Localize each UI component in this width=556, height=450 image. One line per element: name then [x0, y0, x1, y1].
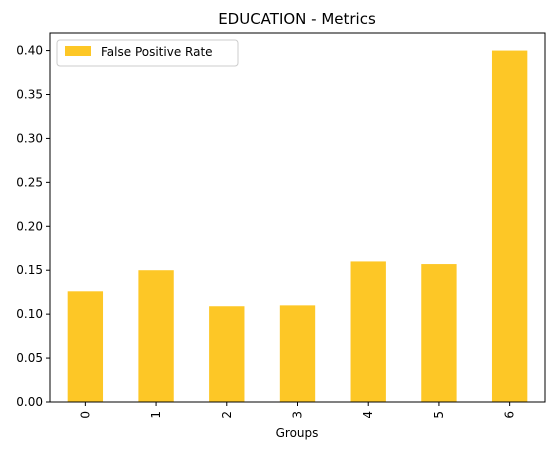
chart-title: EDUCATION - Metrics — [218, 10, 376, 28]
legend: False Positive Rate — [56, 39, 239, 67]
bar-2 — [209, 306, 245, 402]
y-tick-label-7: 0.35 — [16, 88, 43, 102]
x-tick-label-6: 6 — [503, 411, 517, 419]
x-tick-label-1: 1 — [149, 411, 163, 419]
bar-3 — [279, 305, 316, 402]
y-tick-label-3: 0.15 — [16, 263, 43, 277]
x-axis-label: Groups — [276, 426, 319, 440]
bar-4 — [350, 261, 386, 402]
y-axis: 0.00 0.05 0.10 0.15 0.20 0.25 0.30 0.35 0.40 — [16, 44, 50, 409]
y-tick-label-2: 0.10 — [16, 307, 43, 321]
bar-6 — [491, 50, 528, 402]
x-tick-label-2: 2 — [220, 411, 234, 419]
legend-label: False Positive Rate — [101, 45, 213, 59]
x-tick-label-0: 0 — [78, 411, 92, 419]
y-tick-label-8: 0.40 — [16, 44, 43, 58]
bar-1 — [138, 270, 174, 402]
x-tick-label-3: 3 — [291, 411, 305, 419]
y-tick-label-6: 0.30 — [16, 131, 43, 145]
y-tick-label-1: 0.05 — [16, 351, 43, 365]
y-tick-label-0: 0.00 — [16, 395, 43, 409]
y-tick-label-5: 0.25 — [16, 175, 43, 189]
bars-group — [67, 50, 528, 402]
bar-5 — [421, 264, 457, 402]
bar-0 — [67, 291, 104, 402]
legend-swatch — [65, 46, 91, 56]
legend-box — [56, 39, 239, 67]
x-tick-label-5: 5 — [432, 411, 446, 419]
plot-frame — [49, 32, 546, 403]
x-axis: 0 1 2 3 4 5 6 — [78, 402, 517, 419]
y-tick-label-4: 0.20 — [16, 219, 43, 233]
x-tick-label-4: 4 — [361, 411, 375, 419]
